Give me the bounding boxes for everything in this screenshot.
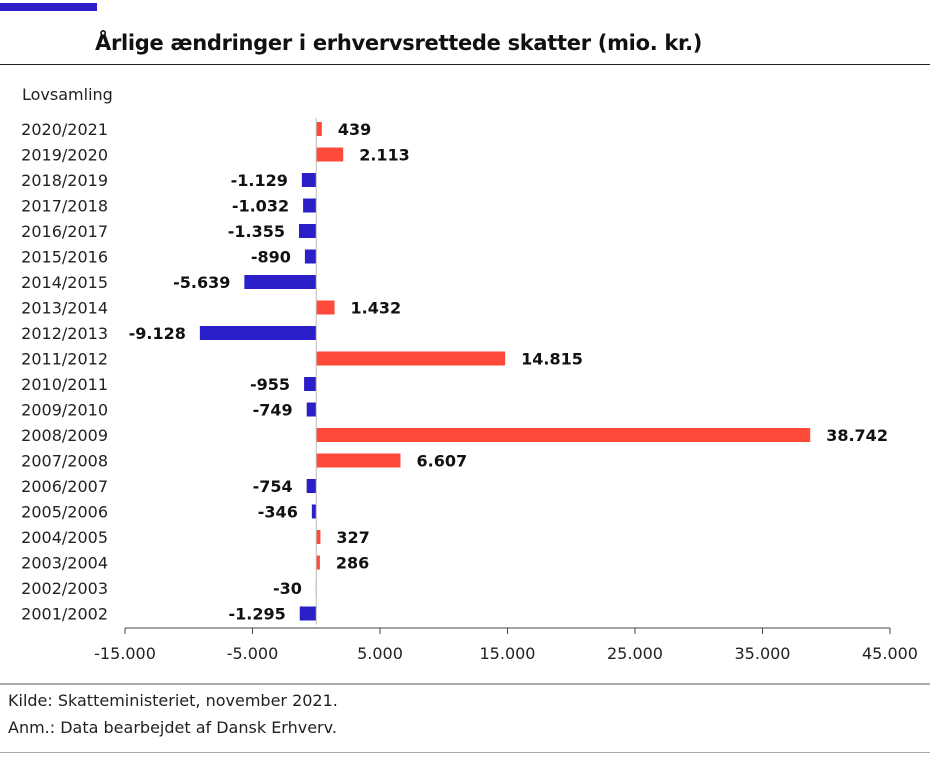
footer-divider-bottom: [0, 752, 930, 753]
x-tick-label: -15.000: [94, 644, 156, 663]
category-label: 2016/2017: [21, 222, 108, 241]
value-label: -754: [253, 477, 293, 496]
value-label: 6.607: [416, 452, 467, 471]
category-label: 2011/2012: [21, 350, 108, 369]
bar-2020-2021: [316, 122, 322, 136]
bar-2005-2006: [311, 504, 317, 519]
category-label: 2018/2019: [21, 171, 108, 190]
title-divider: [0, 64, 930, 65]
category-label: 2003/2004: [21, 554, 108, 573]
category-label: 2006/2007: [21, 477, 108, 496]
x-tick-label: -5.000: [227, 644, 279, 663]
value-label: -5.639: [173, 273, 230, 292]
bar-2001-2002: [299, 606, 317, 621]
category-label: 2004/2005: [21, 528, 108, 547]
accent-bar: [0, 3, 97, 11]
bar-2004-2005: [316, 530, 321, 544]
category-label: 2001/2002: [21, 605, 108, 624]
bar-2009-2010: [306, 402, 317, 417]
x-axis: -15.000 -5.000 5.000 15.000 25.000 35.000 45.0…: [94, 118, 918, 663]
bar-2013-2014: [316, 300, 335, 315]
value-label: 1.432: [351, 299, 402, 318]
bar-2011-2012: [316, 351, 506, 366]
category-label: 2005/2006: [21, 503, 108, 522]
value-label: 439: [338, 120, 371, 139]
x-tick-label: 25.000: [607, 644, 663, 663]
value-label: -1.295: [228, 605, 285, 624]
value-label: -890: [251, 248, 291, 267]
y-axis-title: Lovsamling: [22, 85, 113, 104]
category-label: 2012/2013: [21, 324, 108, 343]
source-note: Kilde: Skatteministeriet, november 2021.: [8, 691, 338, 710]
bar-2007-2008: [316, 453, 401, 468]
category-label: 2020/2021: [21, 120, 108, 139]
value-label: 38.742: [826, 426, 888, 445]
category-label: 2014/2015: [21, 273, 108, 292]
category-label: 2017/2018: [21, 197, 108, 216]
bar-2017-2018: [303, 198, 317, 213]
value-label: 327: [336, 528, 369, 547]
value-label: -9.128: [129, 324, 186, 343]
bars-group: [199, 122, 811, 621]
value-label: -955: [250, 375, 290, 394]
x-tick-label: 5.000: [357, 644, 403, 663]
bar-2010-2011: [304, 377, 317, 391]
bar-chart: Lovsamling 2020/20212019/20202018/201920…: [21, 85, 918, 663]
value-labels-group: 439 2.113 -1.129 -1.032 -1.355 -890 -5.639 1.43…: [129, 120, 888, 624]
value-label: -346: [258, 503, 298, 522]
category-label: 2008/2009: [21, 426, 108, 445]
bar-2012-2013: [199, 326, 317, 340]
value-label: -1.032: [232, 197, 289, 216]
footer-divider-top: [0, 683, 930, 685]
value-label: 14.815: [521, 350, 583, 369]
bar-2003-2004: [316, 555, 320, 570]
x-tick-label: 35.000: [735, 644, 791, 663]
x-tick-label: 45.000: [862, 644, 918, 663]
bar-2018-2019: [301, 173, 317, 187]
bar-2008-2009: [316, 428, 811, 442]
value-label: -30: [273, 579, 302, 598]
x-tick-label: 15.000: [480, 644, 536, 663]
value-label: -1.129: [231, 171, 288, 190]
category-label: 2009/2010: [21, 401, 108, 420]
value-label: -749: [253, 401, 293, 420]
chart-title: Årlige ændringer i erhvervsrettede skatt…: [95, 31, 703, 55]
category-label: 2010/2011: [21, 375, 108, 394]
value-label: -1.355: [228, 222, 285, 241]
bar-2006-2007: [306, 479, 317, 493]
bar-2014-2015: [244, 275, 317, 289]
value-label: 286: [336, 554, 369, 573]
bar-2019-2020: [316, 147, 344, 162]
category-label: 2013/2014: [21, 299, 108, 318]
annotation-note: Anm.: Data bearbejdet af Dansk Erhverv.: [8, 718, 337, 737]
value-label: 2.113: [359, 146, 410, 165]
category-label: 2002/2003: [21, 579, 108, 598]
bar-2015-2016: [304, 249, 317, 264]
bar-2016-2017: [298, 224, 317, 238]
category-label: 2019/2020: [21, 146, 108, 165]
category-labels-group: 2020/2021 2019/2020 2018/2019 2017/2018 2016…: [21, 120, 108, 624]
category-label: 2007/2008: [21, 452, 108, 471]
category-label: 2015/2016: [21, 248, 108, 267]
